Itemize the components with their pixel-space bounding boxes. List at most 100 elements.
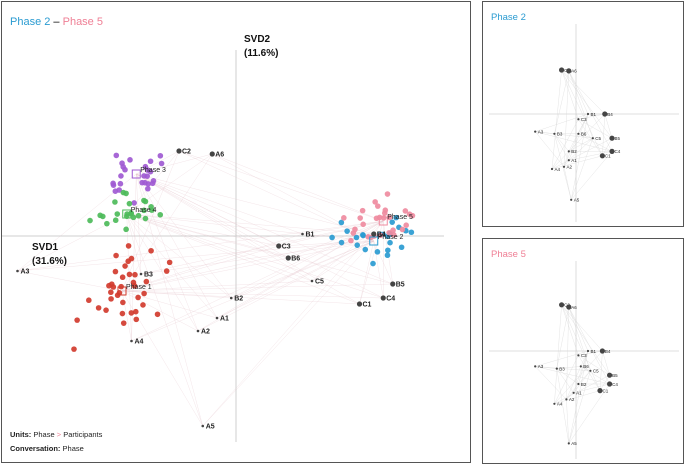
- participant-point: [112, 268, 119, 275]
- variable-point-c1: [356, 301, 363, 307]
- participant-point: [113, 152, 120, 159]
- connector-line: [197, 240, 374, 332]
- connector-line: [568, 383, 610, 444]
- participant-point: [374, 203, 381, 209]
- x-axis-label: SVD1: [32, 242, 59, 253]
- conversation-key: Conversation:: [10, 444, 61, 453]
- connector-line: [554, 304, 562, 404]
- participant-point: [389, 219, 396, 225]
- variable-point-a6: [566, 68, 572, 74]
- variable-label-b4: B4: [377, 232, 386, 239]
- connector-line: [136, 173, 203, 427]
- participant-point: [120, 320, 127, 326]
- variable-point-a2: [565, 398, 568, 401]
- connector-line: [202, 220, 384, 427]
- variable-label-b5: B5: [615, 136, 621, 141]
- connector-line: [578, 350, 603, 356]
- connector-line: [580, 350, 589, 367]
- connector-line: [578, 113, 605, 120]
- variable-point-a2: [196, 329, 200, 333]
- connector-line: [551, 138, 613, 170]
- participant-point: [338, 219, 345, 226]
- participant-point: [142, 179, 148, 186]
- phase-2-panel: Phase 2 C2A6B1B4A3B3C3B6C5B5B2C4C1A1A2A4…: [482, 1, 684, 227]
- connector-line: [568, 306, 610, 385]
- connector-line: [136, 173, 374, 235]
- variable-label-c2: C2: [182, 149, 191, 156]
- connector-line: [121, 283, 393, 292]
- participant-point: [148, 247, 154, 254]
- variable-label-a6: A6: [215, 152, 224, 159]
- connector-line: [140, 240, 374, 275]
- y-axis-percent: (11.6%): [244, 48, 278, 59]
- participant-point: [382, 207, 389, 213]
- connector-line: [604, 113, 613, 139]
- variable-label-c4: C4: [615, 149, 621, 154]
- participant-point: [114, 211, 121, 217]
- participant-point: [385, 247, 391, 254]
- connector-line: [121, 280, 313, 292]
- participant-point: [147, 158, 154, 165]
- connector-line: [561, 304, 579, 356]
- connector-line: [556, 366, 581, 369]
- variable-label-c5: C5: [595, 136, 601, 141]
- participant-point: [393, 214, 399, 221]
- variable-label-a4: A4: [135, 339, 144, 346]
- participant-point: [106, 282, 112, 289]
- connector-line: [556, 368, 574, 393]
- participant-point: [122, 166, 128, 173]
- variable-label-b3: B3: [144, 272, 153, 279]
- variable-label-b6: B6: [291, 256, 300, 263]
- connector-line: [136, 173, 199, 332]
- connector-line: [535, 366, 567, 400]
- participant-point: [86, 297, 92, 304]
- connector-line: [231, 240, 374, 299]
- connector-line: [551, 155, 603, 170]
- participant-point: [122, 263, 128, 269]
- variable-label-a3: A3: [21, 269, 30, 276]
- participant-point: [131, 283, 138, 289]
- participant-point: [119, 274, 126, 281]
- participant-point: [384, 191, 391, 197]
- variable-label-a1: A1: [220, 316, 229, 323]
- variable-point-b1: [586, 349, 590, 353]
- variable-point-c5: [310, 279, 314, 283]
- variable-label-b3: B3: [557, 132, 563, 137]
- connector-line: [566, 399, 569, 444]
- participant-point: [135, 294, 141, 301]
- variable-label-a2: A2: [569, 397, 575, 402]
- connector-line: [212, 153, 384, 222]
- connector-line: [136, 173, 313, 282]
- phase-5-title: Phase 5: [491, 249, 526, 260]
- variable-point-c2: [559, 67, 565, 73]
- participant-point: [127, 157, 133, 163]
- connector-lines: [17, 150, 393, 427]
- participant-point: [142, 198, 149, 205]
- units-value-1: Phase: [33, 430, 55, 439]
- participant-point: [141, 290, 147, 297]
- participant-point: [118, 173, 124, 179]
- variable-point-b3: [555, 367, 558, 370]
- connector-line: [121, 150, 180, 292]
- variable-point-a3: [534, 365, 537, 368]
- connector-line: [121, 290, 360, 305]
- participant-point: [126, 200, 133, 207]
- connector-line: [568, 306, 591, 371]
- units-key: Units:: [10, 430, 32, 439]
- participant-point: [125, 243, 132, 249]
- variable-label-a3: A3: [538, 364, 544, 369]
- variable-label-a6: A6: [571, 69, 577, 74]
- participant-point: [112, 217, 119, 224]
- variable-point-b1: [586, 112, 590, 116]
- connector-line: [216, 240, 374, 319]
- participant-point: [398, 244, 405, 251]
- participant-point: [359, 207, 366, 214]
- phase-2-label: Phase 2: [378, 234, 404, 241]
- variable-label-b1: B1: [306, 232, 315, 239]
- participant-point: [403, 222, 409, 229]
- participant-point: [120, 189, 127, 196]
- connector-line: [554, 133, 569, 161]
- participant-point: [133, 316, 140, 323]
- participant-point: [123, 226, 129, 233]
- participant-point: [348, 237, 354, 244]
